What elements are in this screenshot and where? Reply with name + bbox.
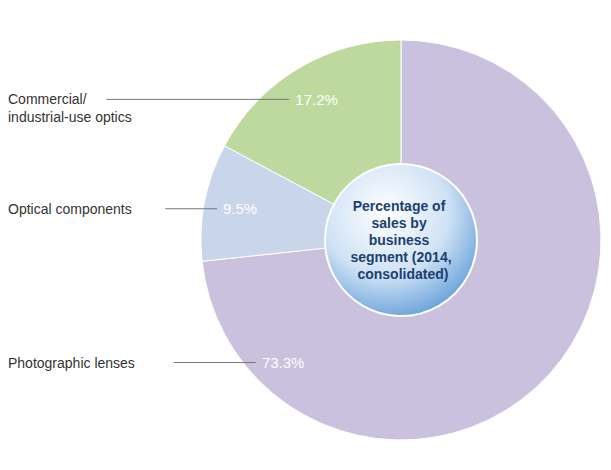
svg-text:Photographic lenses: Photographic lenses (8, 355, 135, 371)
svg-text:9.5%: 9.5% (223, 200, 257, 217)
svg-text:Percentage of: Percentage of (353, 198, 449, 214)
svg-text:17.2%: 17.2% (295, 91, 338, 108)
svg-text:business: business (369, 232, 434, 248)
svg-text:Optical components: Optical components (8, 201, 132, 217)
svg-text:industrial-use optics: industrial-use optics (8, 109, 132, 125)
svg-text:Commercial/: Commercial/ (8, 91, 87, 107)
svg-text:73.3%: 73.3% (262, 354, 305, 371)
svg-text:segment (2014,: segment (2014, (350, 249, 451, 265)
svg-text:consolidated): consolidated) (354, 266, 449, 282)
svg-text:sales by: sales by (371, 215, 430, 231)
